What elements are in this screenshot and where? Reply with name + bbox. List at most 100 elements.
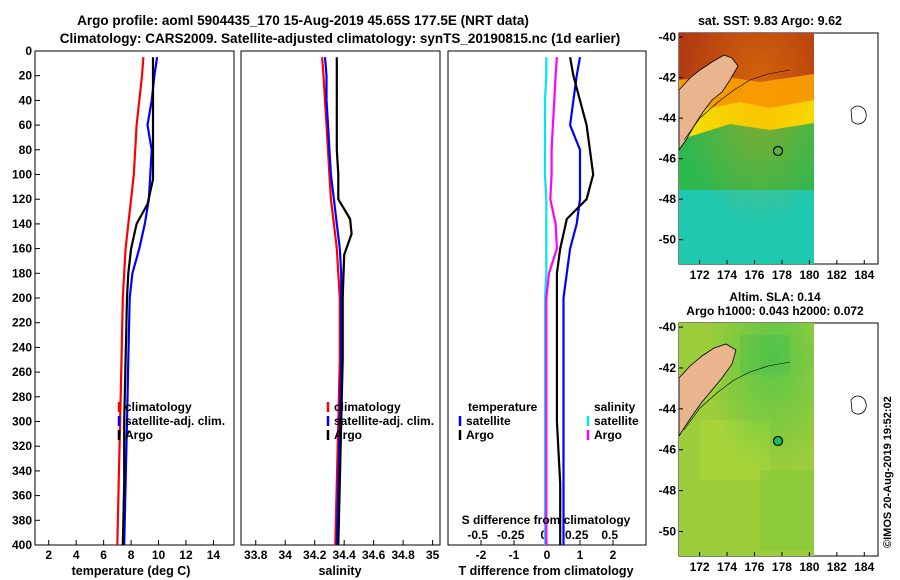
difference-series [543,57,595,545]
sst-map-panel: sat. SST: 9.83 Argo: 9.62 172 174 176 178 18… [659,14,879,282]
x-tick-label: 6 [100,548,107,562]
map-x-tick-label: 172 [690,560,710,574]
sla-field [678,323,867,556]
x-tick-label: 34.6 [362,548,386,562]
y-tick-label: 300 [12,415,32,429]
map-y-tick-label: -46 [659,443,677,457]
x-tick-label: 2 [610,548,617,562]
series-line-t-satellite [562,57,582,545]
map-x-tick-label: 174 [717,268,737,282]
legend-s-satellite-label: satellite [594,414,639,428]
map-y-tick-label: -40 [659,30,677,44]
sst-map-axes: 172 174 176 178 180 182 184 -40 -42 -44 -46 -48 -50 [659,30,875,282]
y-tick-label: 40 [19,93,33,107]
map-y-tick-label: -50 [659,524,677,538]
difference-panel: -2 -1 0 1 2 -0.5 -0.25 0 0.25 0.5 T difference fr… [447,50,647,578]
map-x-tick-label: 182 [827,268,847,282]
map-y-tick-label: -48 [659,192,677,206]
y-tick-label: 60 [19,118,33,132]
sla-chatham-island [850,395,867,415]
sst-glow [679,33,814,264]
map-y-tick-label: -44 [659,402,677,416]
map-x-tick-label: 184 [854,268,874,282]
y-tick-label: 320 [12,439,32,453]
legend-t-satellite-label: satellite [466,414,511,428]
map-y-tick-label: -48 [659,484,677,498]
salinity-legend: climatology satellite-adj. clim. Argo [326,400,434,442]
y-tick-label: 240 [12,340,32,354]
legend-t-argo-label: Argo [466,428,494,442]
map-y-tick-label: -40 [659,320,677,334]
y-tick-label: 260 [12,365,32,379]
series-line-climatology [116,57,145,546]
x-tick-label: -1 [509,548,520,562]
x-tick-label: 4 [73,548,80,562]
x-tick-label: 35 [426,548,440,562]
sst-map-title: sat. SST: 9.83 Argo: 9.62 [698,14,842,28]
map-y-tick-label: -42 [659,361,677,375]
depth-axis: 0 20 40 60 80 100 120 140 160 180 200 220 240 260 280 3… [12,44,40,552]
legend-climatology-label: climatology [334,400,401,414]
salinity-x-label: salinity [318,564,361,578]
y-tick-label: 200 [12,291,32,305]
salinity-series [321,57,353,546]
y-tick-label: 0 [25,44,32,58]
x-tick-label: 34 [279,548,293,562]
sal-tick-label: -0.5 [467,528,488,542]
y-tick-label: 220 [12,316,32,330]
sla-argo-marker [772,435,784,447]
y-tick-label: 180 [12,266,32,280]
y-tick-label: 80 [19,143,33,157]
y-tick-label: 160 [12,242,32,256]
x-tick-label: 2 [45,548,52,562]
sal-tick-label: 0.5 [601,528,618,542]
x-tick-label: 10 [152,548,166,562]
series-line-s-argo [545,57,559,545]
x-tick-label: -2 [476,548,487,562]
x-tick-label: 0 [544,548,551,562]
sla-map-title-2: Argo h1000: 0.043 h2000: 0.072 [686,304,864,318]
x-tick-label: 12 [179,548,193,562]
sst-coast-shelf [683,69,791,141]
map-x-tick-label: 176 [744,268,764,282]
map-x-tick-label: 182 [827,560,847,574]
series-line-satellite-adj-clim- [323,57,343,546]
temperature-plot-frame [34,50,235,546]
x-tick-label: 34.8 [391,548,415,562]
series-line-satellite-adj-clim- [123,57,159,546]
salinity-x-axis: 33.8 34 34.2 34.4 34.6 34.8 35 [244,540,440,562]
salinity-panel: 33.8 34 34.2 34.4 34.6 34.8 35 salinity climat… [240,50,441,578]
sal-tick-label: 0.25 [565,528,589,542]
sst-argo-marker [772,145,784,157]
legend-s-argo-label: Argo [594,428,622,442]
series-line-t-argo [555,57,595,545]
sal-tick-label: 0 [540,528,547,542]
legend-satellite-label: satellite-adj. clim. [125,414,225,428]
temperature-legend: climatology satellite-adj. clim. Argo [117,400,225,442]
map-y-tick-label: -42 [659,71,677,85]
y-tick-label: 360 [12,489,32,503]
sla-map-title-1: Altim. SLA: 0.14 [729,290,821,304]
map-y-tick-label: -44 [659,111,677,125]
legend-climatology-label: climatology [125,400,192,414]
temperature-x-label: temperature (deg C) [72,564,191,578]
x-tick-label: 14 [207,548,221,562]
series-line-s-satellite [543,57,548,545]
y-tick-label: 120 [12,192,32,206]
y-tick-label: 140 [12,217,32,231]
y-tick-label: 100 [12,168,32,182]
map-y-tick-label: -50 [659,233,677,247]
legend-satellite-label: satellite-adj. clim. [334,414,434,428]
map-x-tick-label: 176 [744,560,764,574]
legend-argo-label: Argo [334,428,362,442]
map-x-tick-label: 178 [772,268,792,282]
sla-map-panel: Altim. SLA: 0.14 Argo h1000: 0.043 h2000… [659,290,879,574]
credit-text: ©IMOS 20-Aug-2019 19:52:02 [882,396,894,548]
legend-temperature-title: temperature [468,400,538,414]
y-tick-label: 400 [12,538,32,552]
series-line-climatology [321,57,341,546]
difference-x-label: T difference from climatology [458,564,633,578]
map-x-tick-label: 172 [690,268,710,282]
y-tick-label: 380 [12,513,32,527]
